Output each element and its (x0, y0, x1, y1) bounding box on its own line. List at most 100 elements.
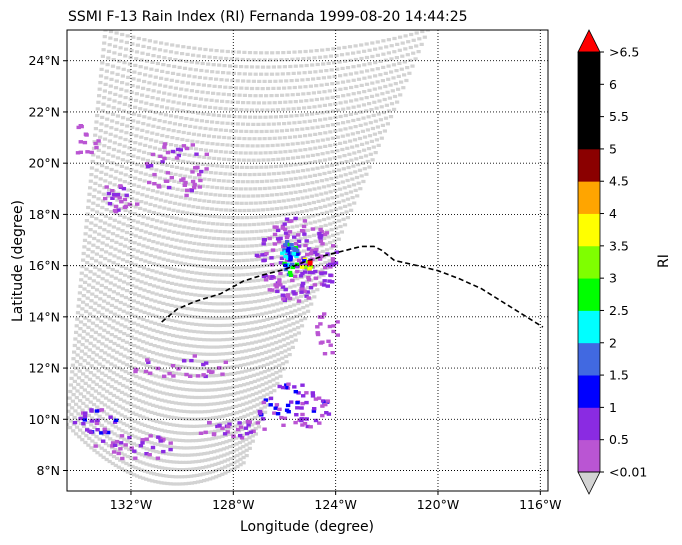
swath-cell (217, 266, 222, 270)
swath-cell (400, 41, 405, 45)
swath-cell (106, 230, 111, 234)
swath-cell (223, 172, 228, 176)
swath-cell (300, 210, 305, 214)
swath-cell (357, 150, 362, 154)
swath-cell (180, 482, 185, 486)
swath-cell (230, 78, 235, 83)
rain-cell (189, 358, 194, 363)
swath-cell (78, 320, 84, 324)
swath-cell (113, 176, 118, 180)
swath-cell (118, 458, 123, 462)
swath-cell (203, 316, 209, 320)
rain-cell (133, 367, 139, 372)
swath-cell (122, 180, 127, 184)
swath-cell (271, 86, 276, 90)
swath-cell (310, 284, 315, 288)
swath-cell (174, 165, 180, 169)
swath-cell (318, 145, 323, 149)
rain-cell (269, 263, 275, 267)
swath-cell (277, 363, 282, 367)
swath-cell (354, 157, 359, 161)
swath-cell (124, 89, 129, 93)
swath-cell (86, 199, 91, 203)
rain-cell (78, 416, 83, 421)
swath-cell (272, 200, 277, 204)
swath-cell (156, 397, 161, 401)
swath-cell (222, 400, 227, 404)
swath-cell (137, 149, 142, 153)
swath-cell (356, 91, 362, 95)
swath-cell (222, 309, 227, 313)
swath-cell (136, 452, 141, 456)
swath-cell (188, 446, 193, 450)
swath-cell (76, 412, 81, 416)
swath-cell (334, 226, 339, 230)
swath-cell (90, 208, 95, 212)
swath-cell (249, 417, 254, 421)
swath-cell (141, 122, 146, 126)
swath-cell (147, 283, 152, 287)
swath-cell (91, 201, 96, 205)
swath-cell (186, 395, 191, 399)
swath-cell (178, 195, 183, 199)
swath-cell (267, 374, 272, 378)
swath-cell (126, 416, 131, 420)
swath-cell (169, 430, 174, 434)
swath-cell (234, 187, 239, 191)
swath-cell (295, 141, 300, 146)
swath-cell (221, 394, 226, 398)
swath-cell (356, 104, 361, 108)
swath-cell (375, 93, 380, 97)
rain-cell (293, 420, 298, 425)
rain-cell (113, 204, 119, 209)
swath-cell (184, 343, 189, 347)
swath-cell (257, 79, 262, 83)
swath-cell (260, 250, 266, 254)
swath-cell (196, 345, 201, 349)
swath-cell (111, 393, 116, 398)
swath-cell (189, 292, 194, 296)
swath-cell (174, 51, 179, 55)
swath-cell (257, 339, 262, 343)
swath-cell (169, 303, 174, 307)
swath-cell (176, 290, 181, 294)
swath-cell (248, 314, 253, 318)
swath-cell (157, 278, 162, 282)
swath-cell (150, 291, 155, 295)
swath-cell (259, 407, 264, 411)
swath-cell (340, 80, 346, 84)
swath-cell (288, 64, 293, 69)
swath-cell (110, 400, 115, 404)
rain-cell (283, 243, 288, 247)
swath-cell (103, 30, 108, 32)
swath-cell (251, 293, 256, 297)
swath-cell (213, 338, 218, 342)
swath-cell (95, 346, 100, 350)
swath-cell (116, 449, 121, 454)
rain-cell (104, 185, 109, 189)
swath-cell (110, 232, 116, 236)
swath-cell (223, 244, 228, 248)
swath-cell (160, 162, 165, 166)
swath-cell (170, 415, 175, 419)
rain-cell (199, 169, 204, 174)
swath-cell (202, 177, 207, 181)
swath-cell (236, 50, 241, 54)
swath-cell (152, 117, 157, 121)
swath-cell (109, 333, 114, 337)
swath-cell (272, 389, 277, 393)
swath-cell (231, 230, 236, 234)
swath-cell (280, 356, 285, 360)
rain-cell (304, 294, 309, 298)
swath-cell (91, 146, 97, 150)
rain-cell (319, 229, 324, 234)
swath-cell (195, 300, 200, 305)
swath-cell (335, 81, 340, 85)
swath-cell (300, 196, 305, 200)
rain-cell (290, 265, 295, 270)
swath-cell (94, 288, 100, 292)
swath-cell (130, 464, 135, 468)
swath-cell (378, 46, 383, 50)
swath-cell (141, 461, 146, 465)
swath-cell (176, 158, 181, 162)
